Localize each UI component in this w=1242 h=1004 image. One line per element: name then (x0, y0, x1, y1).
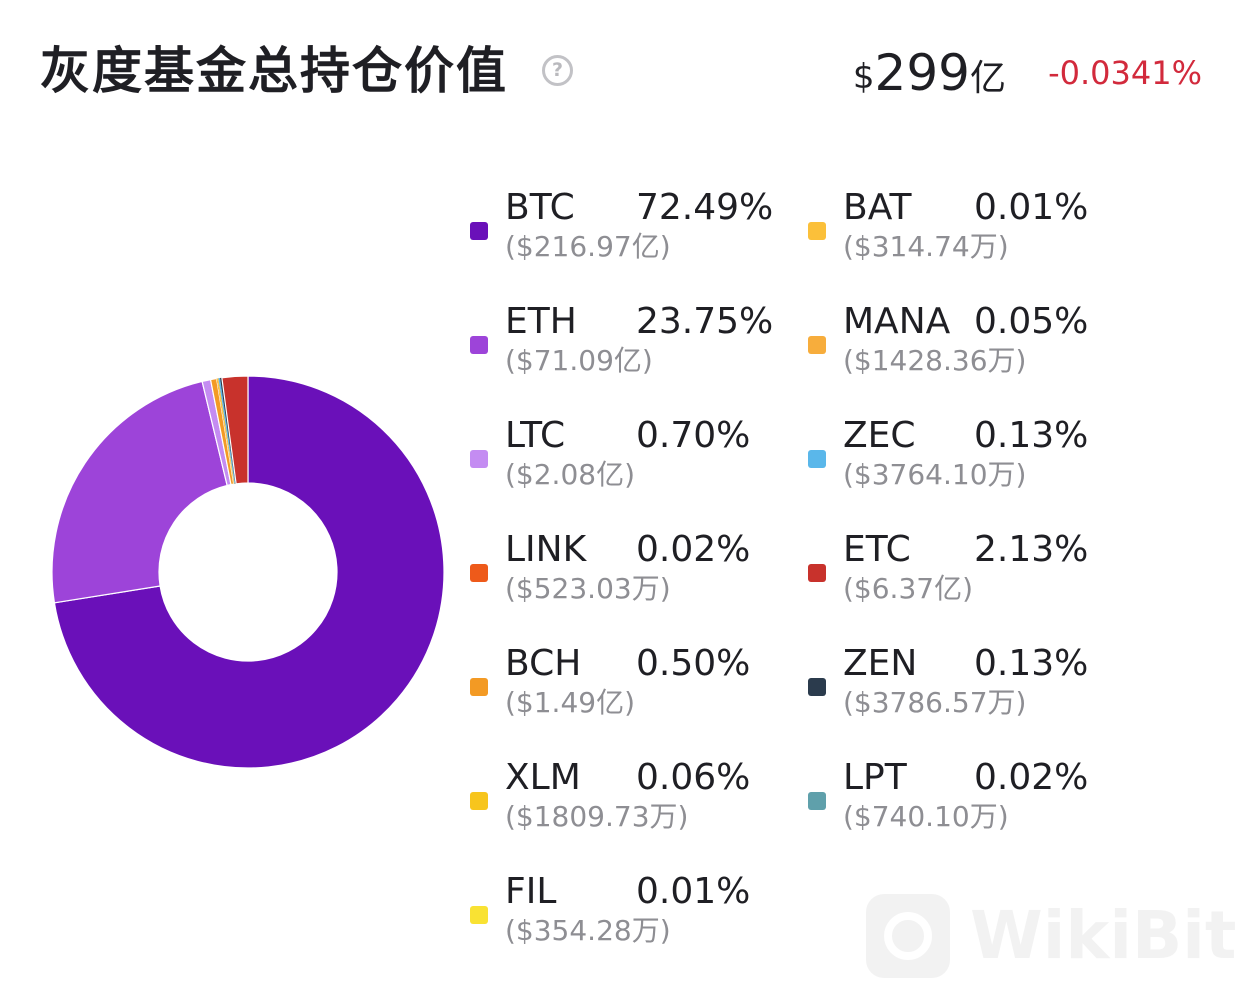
legend-swatch (470, 336, 488, 354)
legend-item-btc: BTC 72.49% ($216.97亿) (470, 180, 790, 280)
legend-value: ($523.03万) (505, 572, 671, 605)
legend-value: ($6.37亿) (843, 572, 974, 605)
legend-percent: 0.01% (974, 187, 1089, 228)
legend-value: ($1809.73万) (505, 800, 689, 833)
legend-symbol: XLM (505, 757, 581, 798)
donut-slice-fil (217, 378, 235, 485)
legend-item-ltc: LTC 0.70% ($2.08亿) (470, 408, 790, 508)
legend-symbol: BTC (505, 187, 575, 228)
legend-symbol: ZEC (843, 415, 916, 456)
legend-percent: 0.05% (974, 301, 1089, 342)
legend-percent: 2.13% (974, 529, 1089, 570)
legend-symbol: ETH (505, 301, 577, 342)
legend-symbol: LINK (505, 529, 587, 570)
legend-value: ($2.08亿) (505, 458, 636, 491)
chart-legend: BTC 72.49% ($216.97亿) ETH 23.75% ($71.09亿) LTC… (470, 180, 1110, 960)
legend-percent: 72.49% (636, 187, 774, 228)
donut-slice-eth (51, 380, 228, 604)
legend-value: ($1428.36万) (843, 344, 1027, 377)
donut-slice-zec (218, 378, 236, 485)
legend-percent: 0.13% (974, 415, 1089, 456)
donut-slice-bat (217, 378, 235, 485)
donut-slice-bch (209, 377, 235, 486)
legend-item-mana: MANA 0.05% ($1428.36万) (808, 294, 1128, 394)
legend-swatch (808, 336, 826, 354)
legend-item-eth: ETH 23.75% ($71.09亿) (470, 294, 790, 394)
chart-header: 灰度基金总持仓价值 ? $299亿 -0.0341% (40, 38, 1202, 108)
legend-item-fil: FIL 0.01% ($354.28万) (470, 864, 790, 964)
wikibit-logo-icon (866, 894, 950, 978)
legend-symbol: MANA (843, 301, 951, 342)
legend-symbol: BCH (505, 643, 582, 684)
legend-percent: 0.13% (974, 643, 1089, 684)
legend-value: ($354.28万) (505, 914, 671, 947)
legend-swatch (808, 450, 826, 468)
legend-item-link: LINK 0.02% ($523.03万) (470, 522, 790, 622)
total-holdings-value: $299亿 (853, 40, 1006, 118)
legend-item-bat: BAT 0.01% ($314.74万) (808, 180, 1128, 280)
legend-value: ($1.49亿) (505, 686, 636, 719)
legend-value: ($314.74万) (843, 230, 1009, 263)
legend-value: ($71.09亿) (505, 344, 653, 377)
donut-slice-link (216, 378, 234, 485)
legend-symbol: ZEN (843, 643, 918, 684)
legend-item-zec: ZEC 0.13% ($3764.10万) (808, 408, 1128, 508)
watermark-text: WikiBit (970, 897, 1237, 974)
legend-item-etc: ETC 2.13% ($6.37亿) (808, 522, 1128, 622)
legend-percent: 0.50% (636, 643, 751, 684)
legend-item-xlm: XLM 0.06% ($1809.73万) (470, 750, 790, 850)
legend-value: ($3786.57万) (843, 686, 1027, 719)
total-number: 299 (874, 44, 970, 102)
legend-percent: 0.01% (636, 871, 751, 912)
legend-swatch (470, 450, 488, 468)
legend-value: ($740.10万) (843, 800, 1009, 833)
legend-percent: 0.06% (636, 757, 751, 798)
donut-slice-mana (217, 378, 235, 485)
legend-percent: 0.02% (974, 757, 1089, 798)
help-icon[interactable]: ? (542, 55, 573, 86)
legend-swatch (808, 564, 826, 582)
legend-symbol: LTC (505, 415, 566, 456)
donut-slice-btc (53, 375, 445, 769)
donut-slice-xlm (216, 378, 235, 485)
total-unit: 亿 (969, 58, 1006, 99)
legend-item-lpt: LPT 0.02% ($740.10万) (808, 750, 1128, 850)
legend-symbol: FIL (505, 871, 557, 912)
legend-swatch (470, 906, 488, 924)
holdings-donut-chart (51, 375, 445, 769)
legend-item-zen: ZEN 0.13% ($3786.57万) (808, 636, 1128, 736)
total-currency: $ (852, 57, 875, 97)
wikibit-watermark: WikiBit (866, 890, 1236, 982)
legend-value: ($216.97亿) (505, 230, 671, 263)
legend-swatch (470, 222, 488, 240)
donut-slice-etc (221, 375, 249, 485)
legend-swatch (808, 678, 826, 696)
legend-symbol: ETC (843, 529, 911, 570)
legend-symbol: LPT (843, 757, 907, 798)
legend-percent: 0.70% (636, 415, 751, 456)
legend-percent: 23.75% (636, 301, 774, 342)
page-title: 灰度基金总持仓价值 (40, 42, 508, 100)
change-percent: -0.0341% (1048, 54, 1202, 92)
legend-swatch (470, 564, 488, 582)
legend-swatch (470, 792, 488, 810)
legend-value: ($3764.10万) (843, 458, 1027, 491)
legend-swatch (808, 222, 826, 240)
legend-symbol: BAT (843, 187, 912, 228)
legend-swatch (470, 678, 488, 696)
legend-item-bch: BCH 0.50% ($1.49亿) (470, 636, 790, 736)
legend-swatch (808, 792, 826, 810)
legend-percent: 0.02% (636, 529, 751, 570)
